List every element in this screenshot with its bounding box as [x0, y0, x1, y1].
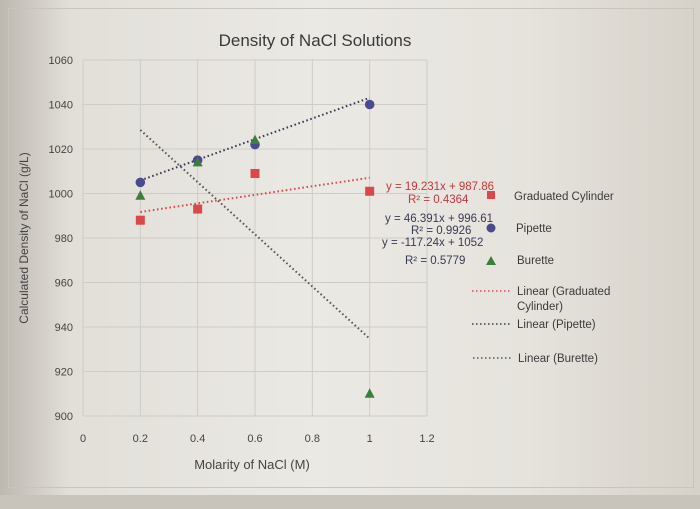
- x-tick-label: 1: [367, 433, 373, 445]
- bottom-edge: [0, 495, 700, 509]
- y-tick-label: 920: [55, 367, 73, 379]
- x-axis-label: Molarity of NaCl (M): [194, 457, 310, 472]
- equation-graduated: y = 19.231x + 987.86: [386, 181, 494, 193]
- square-marker-icon: [250, 168, 260, 178]
- y-tick-label: 940: [55, 322, 73, 334]
- x-tick-label: 0: [80, 433, 86, 445]
- legend-linear-burette: Linear (Burette): [518, 353, 598, 365]
- y-tick-label: 900: [55, 411, 73, 423]
- legend-circle-icon: [486, 223, 496, 233]
- x-tick-label: 0.6: [247, 433, 262, 445]
- legend-linear-graduated-2: Cylinder): [517, 301, 563, 313]
- y-tick-label: 1000: [49, 189, 73, 201]
- triangle-marker-icon: [135, 190, 146, 200]
- legend-triangle-icon: [486, 256, 496, 265]
- y-tick-label: 1060: [49, 55, 73, 67]
- y-tick-label: 1020: [49, 144, 73, 156]
- triangle-marker-icon: [192, 156, 203, 167]
- x-tick-label: 1.2: [419, 433, 434, 445]
- equation-burette: y = -117.24x + 1052: [382, 237, 483, 249]
- legend-burette: Burette: [517, 255, 554, 267]
- x-tick-label: 0.2: [133, 433, 148, 445]
- r2-graduated: R² = 0.4364: [408, 194, 469, 206]
- triangle-marker-icon: [250, 134, 260, 145]
- r2-burette: R² = 0.5779: [405, 255, 465, 267]
- x-tick-label: 0.8: [305, 433, 320, 445]
- legend-square-icon: [487, 191, 495, 199]
- data-points: [135, 99, 375, 398]
- y-tick-label: 980: [55, 233, 73, 245]
- x-axis-ticks: 0 0.2 0.4 0.6 0.8 1 1.2: [80, 433, 435, 445]
- triangle-marker-icon: [364, 388, 375, 398]
- legend-linear-pipette: Linear (Pipette): [517, 319, 596, 331]
- chart-title: Density of NaCl Solutions: [219, 31, 412, 50]
- r2-pipette: R² = 0.9926: [411, 225, 471, 237]
- chart-border: [8, 8, 694, 488]
- square-marker-icon: [135, 215, 145, 225]
- circle-marker-icon: [135, 177, 146, 188]
- y-axis-label: Calculated Density of NaCl (g/L): [17, 152, 31, 323]
- legend-pipette: Pipette: [516, 223, 552, 235]
- y-tick-label: 1040: [49, 100, 73, 112]
- x-tick-label: 0.4: [190, 433, 205, 445]
- square-marker-icon: [365, 186, 375, 196]
- legend-graduated: Graduated Cylinder: [514, 191, 614, 203]
- legend-linear-graduated-1: Linear (Graduated: [517, 286, 610, 298]
- plot-grid: [82, 59, 428, 417]
- trendline-graduated-cylinder: [140, 176, 370, 213]
- y-axis-ticks: 900 920 940 960 980 1000 1020 1040 1060: [49, 55, 73, 423]
- equation-pipette: y = 46.391x + 996.61: [385, 213, 493, 225]
- y-tick-label: 960: [55, 278, 73, 290]
- trendline-burette: [139, 129, 371, 340]
- circle-marker-icon: [364, 99, 375, 110]
- square-marker-icon: [193, 204, 203, 214]
